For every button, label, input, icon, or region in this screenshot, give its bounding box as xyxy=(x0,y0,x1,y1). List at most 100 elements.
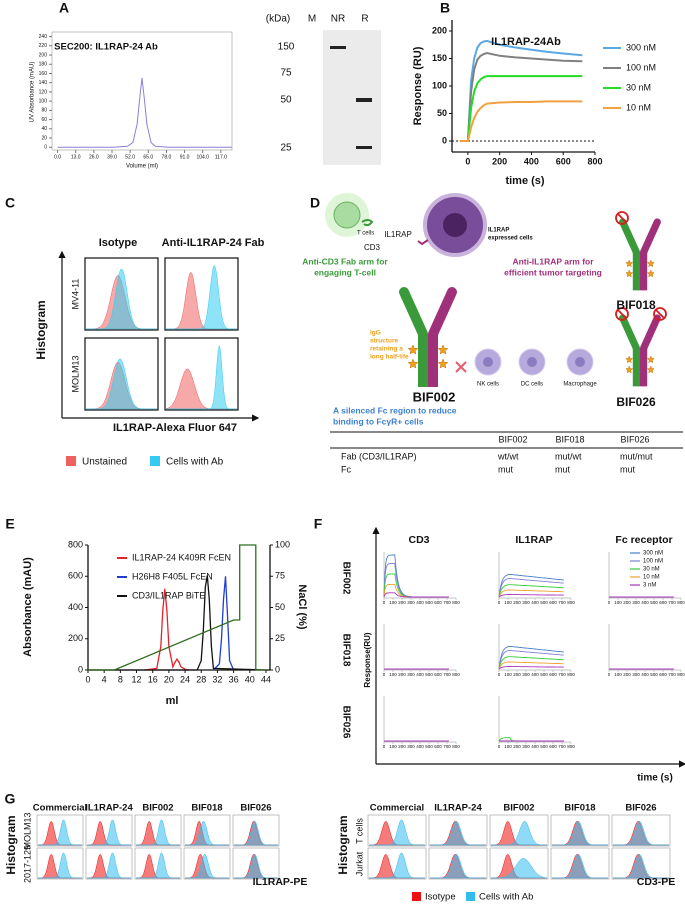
x-tick-label: 16 xyxy=(148,675,158,685)
y-tick-label: 100 xyxy=(432,80,447,90)
label: NK cells xyxy=(477,382,499,388)
label: Commercial xyxy=(370,803,424,814)
x-tick-label: 91.0 xyxy=(180,154,190,160)
label: BIF018 xyxy=(340,634,351,667)
x-tick-label: 36 xyxy=(229,675,239,685)
legend-label: Isotype xyxy=(425,892,456,903)
histogram xyxy=(369,819,425,846)
legend-label: 10 nM xyxy=(626,102,651,112)
label: CD3 xyxy=(364,243,381,252)
panel-letter: D xyxy=(310,195,320,211)
label: IL1RAP-Alexa Fluor 647 xyxy=(113,422,237,434)
y-tick-label: 220 xyxy=(39,43,48,49)
y-tick-label: 0 xyxy=(44,145,47,151)
histogram xyxy=(185,820,229,846)
mini-tick-label: 300 xyxy=(522,744,530,749)
mini-tick-label: 400 xyxy=(416,672,424,677)
block-sign xyxy=(617,213,627,223)
x-tick-label: 39.0 xyxy=(107,154,117,160)
mini-tick-label: 0 xyxy=(498,600,501,605)
cd3-receptor xyxy=(361,219,374,227)
mini-tick-label: 800 xyxy=(677,600,685,605)
legend-label: 3 nM xyxy=(643,583,656,589)
x-tick-label: 20 xyxy=(164,675,174,685)
label: BIF002 xyxy=(503,803,534,814)
mini-tick-label: 300 xyxy=(522,672,530,677)
label: structure xyxy=(370,338,399,345)
mutation-star xyxy=(646,355,655,364)
label: BIF026 xyxy=(340,706,351,739)
y2-axis-label: NaCl (%) xyxy=(296,584,308,630)
mini-tick-label: 200 xyxy=(623,672,631,677)
chart-title: IL1RAP-24Ab xyxy=(491,36,561,48)
histogram xyxy=(38,852,82,879)
x-tick-label: 13.0 xyxy=(71,154,81,160)
y2-tick-label: 25 xyxy=(275,633,285,643)
histogram xyxy=(87,852,131,879)
sensorgram xyxy=(498,737,564,742)
lane-label: NR xyxy=(331,14,345,25)
antibody-arm xyxy=(399,287,428,339)
y-tick-label: 140 xyxy=(39,80,48,86)
mutation-star xyxy=(625,365,634,374)
mini-tick-label: 500 xyxy=(425,744,433,749)
mini-tick-label: 600 xyxy=(549,600,557,605)
histogram xyxy=(87,819,131,846)
y-tick-label: 200 xyxy=(39,52,48,58)
histogram xyxy=(491,820,547,846)
mini-tick-label: 700 xyxy=(668,672,676,677)
label: wt/wt xyxy=(497,451,519,461)
histogram xyxy=(136,819,180,846)
mini-tick-label: 0 xyxy=(608,600,611,605)
panel-letter: A xyxy=(59,0,69,16)
mini-tick-label: 300 xyxy=(407,744,415,749)
marker-label: 50 xyxy=(280,95,292,106)
x-axis-label: time (s) xyxy=(505,175,544,187)
label: BIF026 xyxy=(240,803,271,814)
label: mut xyxy=(555,464,571,474)
mini-tick-label: 400 xyxy=(416,600,424,605)
sensorgram xyxy=(498,578,564,598)
sensorgram xyxy=(498,650,564,670)
mini-tick-label: 500 xyxy=(425,672,433,677)
mutation-star xyxy=(646,259,655,268)
antibody-arm xyxy=(619,218,641,256)
cross xyxy=(455,361,467,373)
label: Jurkat xyxy=(354,851,364,876)
mini-tick-label: 800 xyxy=(452,672,460,677)
legend-swatch xyxy=(412,892,421,901)
label: mut/wt xyxy=(555,451,582,461)
mini-tick-label: 800 xyxy=(452,600,460,605)
x-tick-label: 0.0 xyxy=(54,154,61,160)
antibody-arm xyxy=(639,218,661,256)
histogram xyxy=(86,268,157,330)
mini-tick-label: 400 xyxy=(416,744,424,749)
mini-tick-label: 300 xyxy=(522,600,530,605)
histogram xyxy=(552,853,608,879)
mini-tick-label: 700 xyxy=(443,600,451,605)
sensorgram xyxy=(498,666,564,670)
label: T cells xyxy=(357,231,374,237)
mini-tick-label: 500 xyxy=(425,600,433,605)
mini-tick-label: 300 xyxy=(632,672,640,677)
mini-tick-label: 700 xyxy=(443,744,451,749)
mini-tick-label: 600 xyxy=(659,672,667,677)
x-tick-label: 4 xyxy=(102,675,107,685)
histogram xyxy=(166,264,237,330)
sensorgram xyxy=(383,562,449,598)
marker-label: 75 xyxy=(280,68,292,79)
label: BIF026 xyxy=(625,803,656,814)
x-tick-label: 8 xyxy=(118,675,123,685)
mutation-star xyxy=(437,358,449,369)
panel-letter: F xyxy=(314,516,323,532)
x-tick-label: 104.0 xyxy=(196,154,209,160)
antibody-arm xyxy=(619,314,641,352)
label: Histogram xyxy=(4,815,18,874)
y-tick-label: 800 xyxy=(68,539,83,549)
label: Anti-IL1RAP arm for xyxy=(512,256,594,266)
series-line xyxy=(459,100,583,142)
sensorgram xyxy=(383,583,449,598)
label: expressed cells xyxy=(488,236,533,242)
mini-tick-label: 200 xyxy=(513,744,521,749)
